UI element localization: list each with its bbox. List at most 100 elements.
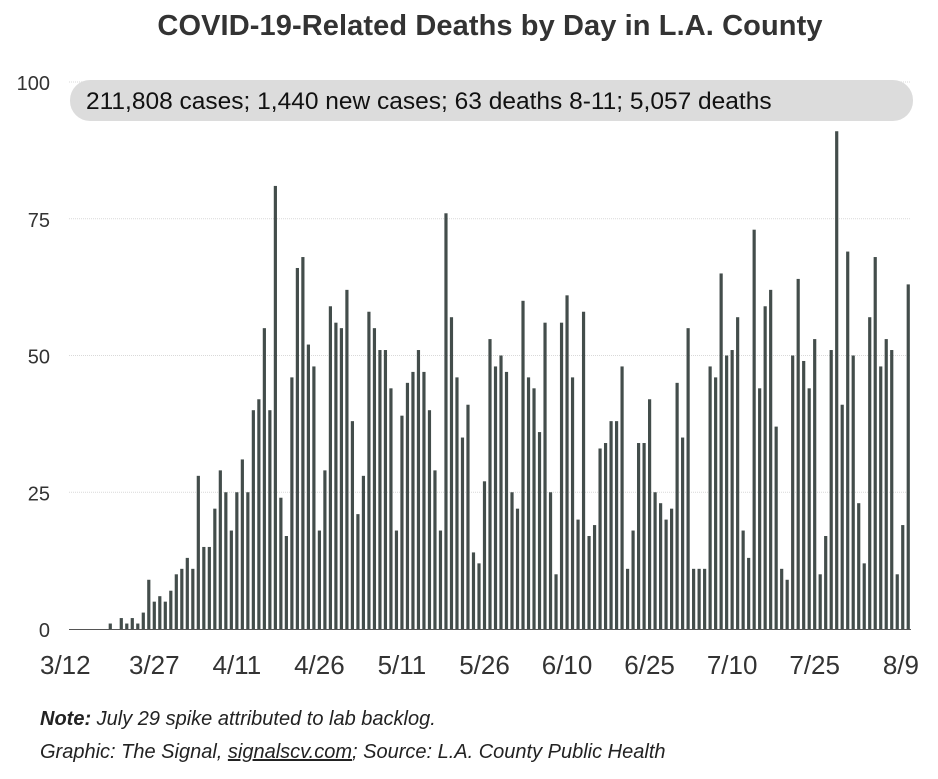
bar [807,388,811,629]
bar [769,289,773,629]
x-tick-label: 8/9 [883,650,919,680]
bar [873,257,877,629]
bar [565,295,569,629]
bar [543,322,547,629]
x-tick-label: 7/10 [707,650,758,680]
bar [884,339,888,629]
bar [515,508,520,629]
bar [614,421,619,629]
note-label: Note: [40,708,92,730]
bar [521,300,525,629]
bar [125,623,129,629]
bar [268,410,272,629]
bar [840,404,844,629]
bar [559,322,564,629]
bar [851,355,855,629]
bar [895,574,899,629]
note-line: Note: July 29 spike attributed to lab ba… [40,703,666,736]
bar [301,257,305,629]
bar [180,568,184,629]
credit-link[interactable]: signalscv.com [227,741,352,763]
bar [273,185,277,629]
axes: 3/12 3/27 4/11 4/26 5/11 5/26 6/10 6/25 7/10 7/25… [40,629,919,680]
bar [741,530,745,629]
bar [554,574,558,629]
bar [339,328,344,629]
bar [328,306,332,629]
bar [251,410,255,629]
bar [163,601,167,629]
bar [780,568,784,629]
bar [890,350,894,629]
bar [389,388,393,629]
bar [433,470,437,629]
bar [147,579,151,629]
bar [438,530,443,629]
bar [202,546,206,629]
bar [664,519,668,629]
bar [152,601,156,629]
x-tick-label: 4/26 [294,650,345,680]
x-tick-label: 3/27 [129,650,180,680]
bar [681,437,685,629]
bar [736,317,740,629]
bar [592,525,597,629]
bar [119,618,123,629]
x-tick-label: 6/25 [624,650,675,680]
bar [901,525,905,629]
y-tick-label: 50 [28,347,50,369]
credit-prefix: Graphic: The Signal, [40,741,228,763]
x-tick-label: 5/11 [378,650,427,680]
bar [835,131,839,630]
summary-banner-background [70,80,913,121]
bar [598,448,602,629]
bar [372,328,377,629]
bar [829,350,833,629]
bar [306,344,310,629]
bar [130,618,134,629]
bar [334,322,338,629]
bar [345,289,349,629]
bar [537,432,542,629]
bar [813,339,817,629]
bar [174,574,178,629]
y-tick-label: 75 [28,210,50,232]
bar [862,563,866,629]
bar [185,557,189,629]
bar [455,377,459,629]
bar [323,470,327,629]
y-tick-label: 100 [17,73,50,95]
chart-title: COVID-19-Related Deaths by Day in L.A. C… [157,10,823,42]
bar [262,328,266,629]
bar [444,213,448,629]
bar [257,399,261,629]
bar [576,519,580,629]
bar [317,530,321,629]
x-tick-label: 5/26 [459,650,510,680]
bar [493,366,498,629]
bar [367,311,371,629]
bar [290,377,294,629]
bar [499,355,503,629]
bar [747,557,751,629]
bar [603,443,608,629]
bar [725,355,729,629]
bar [510,492,514,629]
bar [488,339,492,629]
bar [361,475,366,629]
bar [791,355,795,629]
bar [686,328,690,629]
bar [703,568,707,629]
bar [224,492,228,629]
bar [670,508,674,629]
bar [191,568,195,629]
bar [356,514,360,629]
bar [625,568,630,629]
bar [218,470,222,629]
bar [312,366,316,629]
bar [763,306,767,629]
bar [169,590,173,629]
bar [631,530,635,629]
x-tick-label: 6/10 [542,650,593,680]
note-text: July 29 spike attributed to lab backlog. [91,708,436,730]
